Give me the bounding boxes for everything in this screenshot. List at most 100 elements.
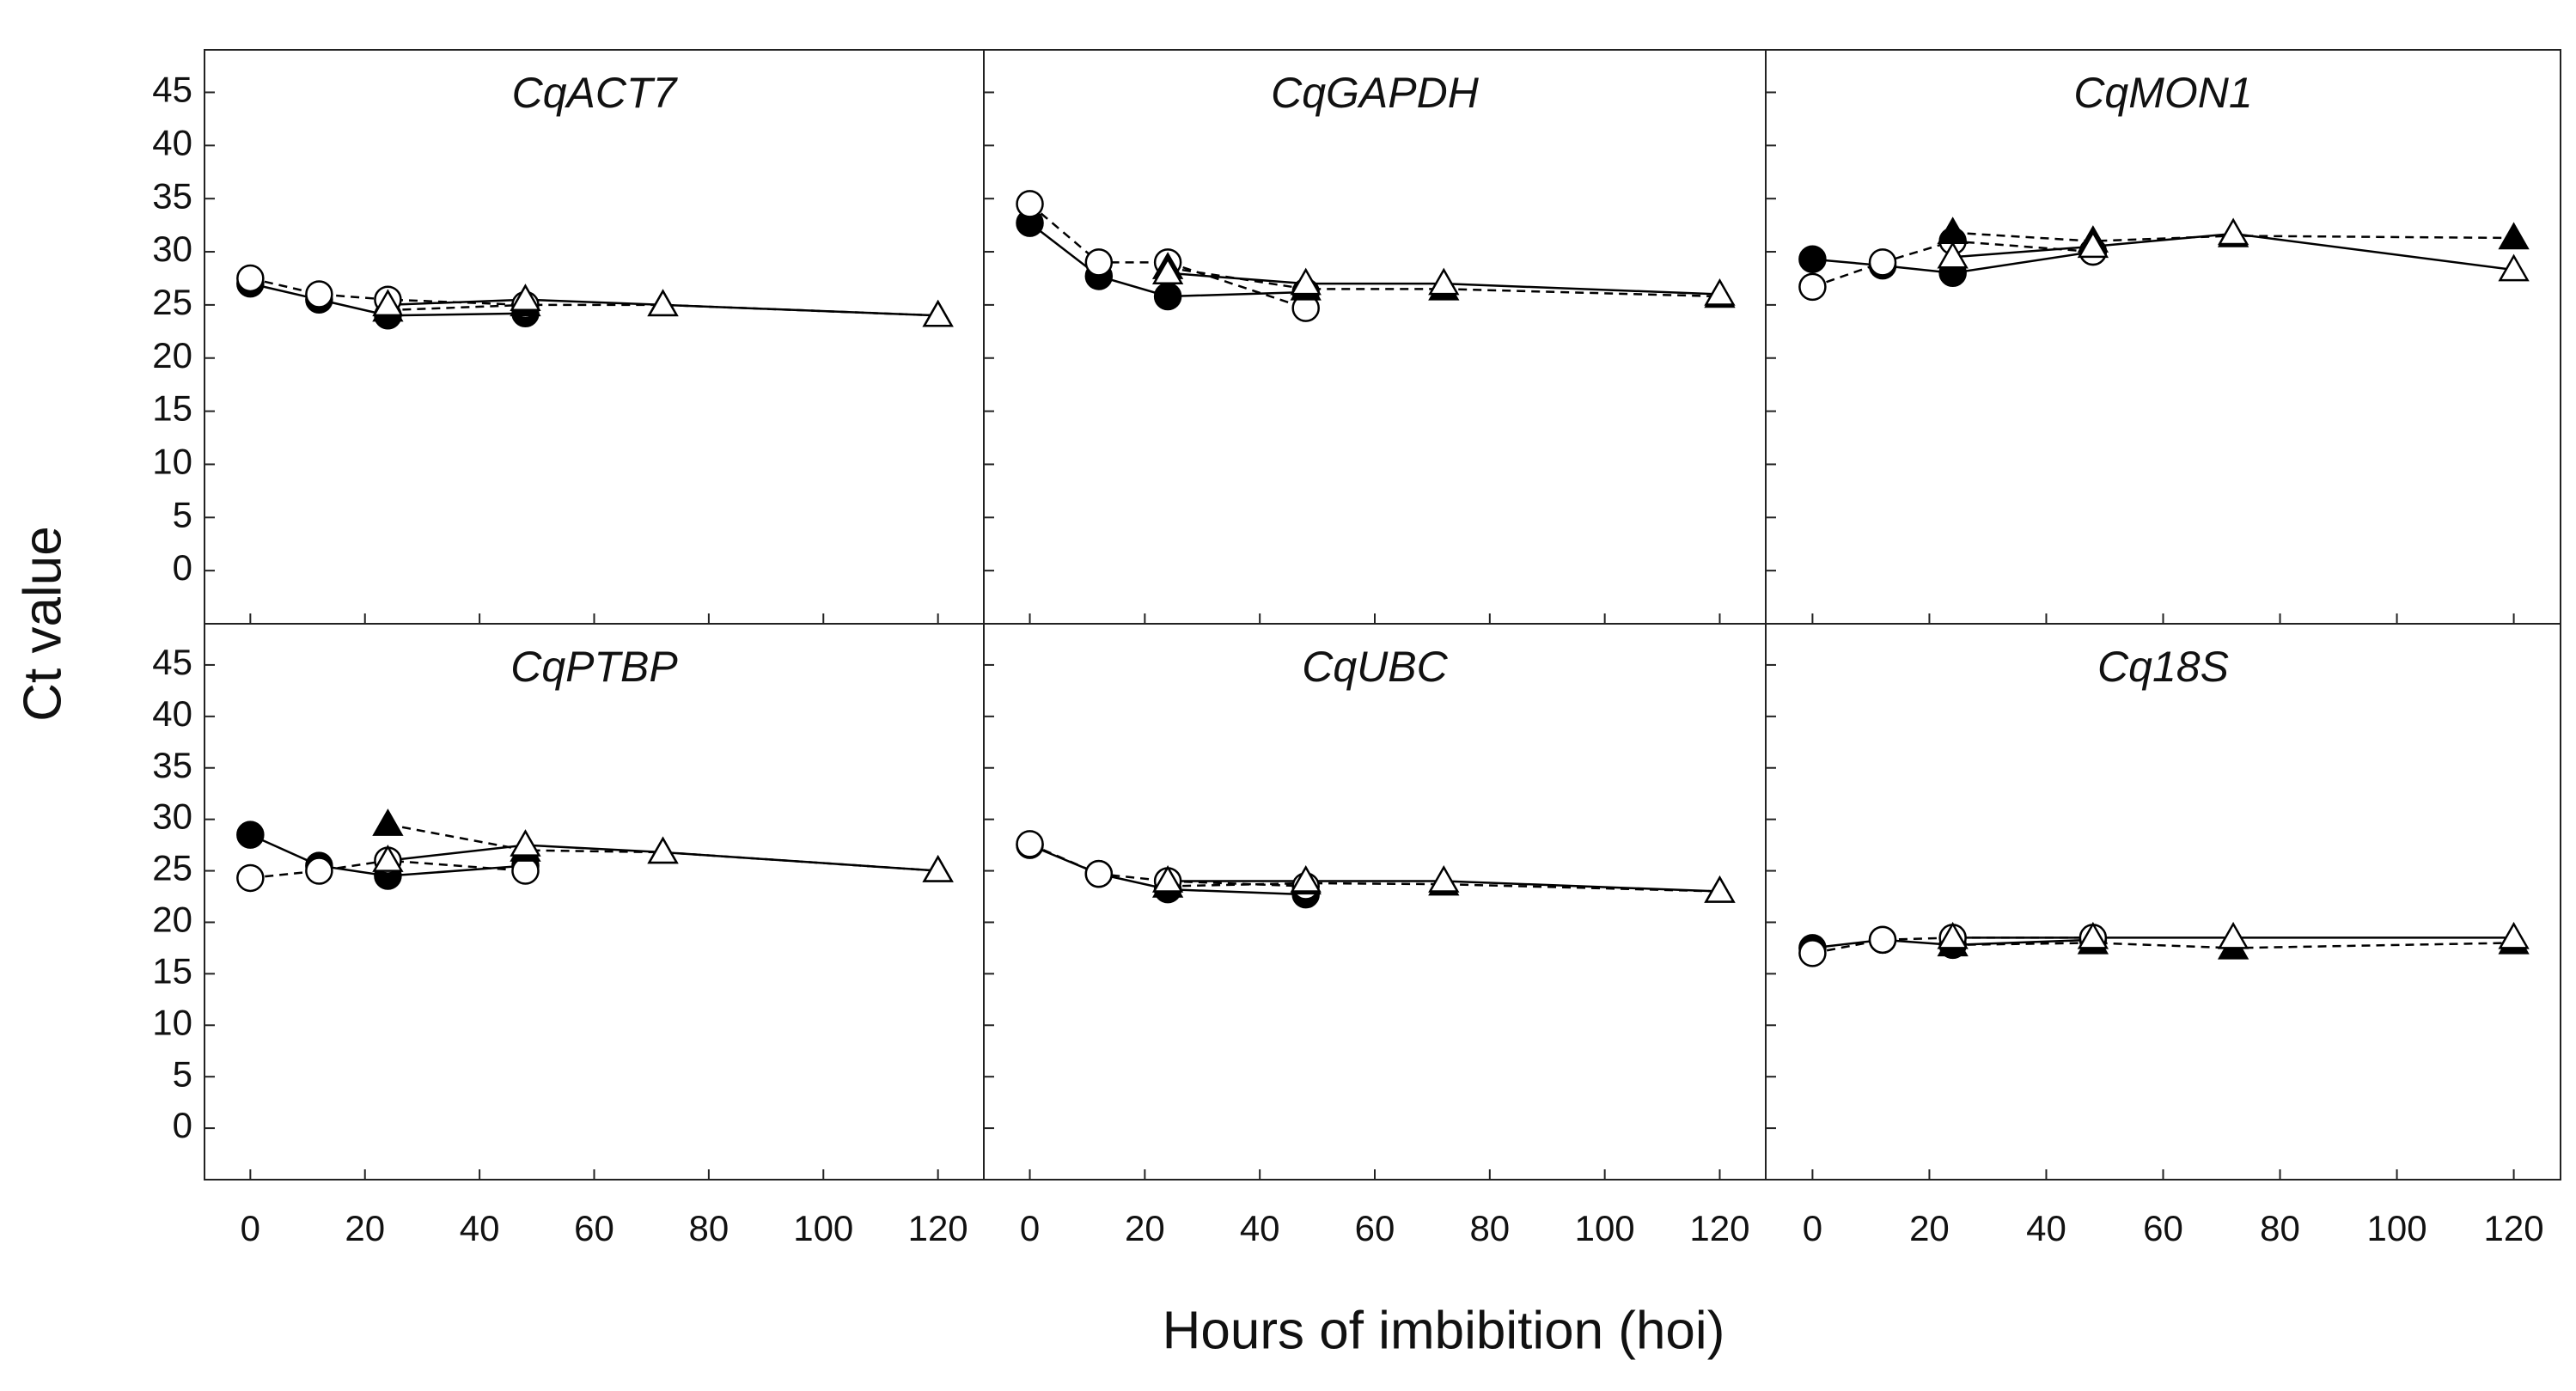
point	[1428, 865, 1460, 893]
x-tick-label: 20	[1909, 1208, 1950, 1248]
x-tick-label: 0	[241, 1208, 260, 1248]
y-tick-label: 15	[152, 950, 192, 991]
y-tick-label: 5	[173, 494, 192, 534]
y-tick-label: 35	[152, 745, 192, 785]
point	[510, 284, 541, 311]
point	[2217, 217, 2249, 246]
point	[2077, 230, 2109, 259]
panel-title: CqMON1	[2073, 69, 2252, 117]
point	[510, 829, 541, 857]
point	[236, 264, 265, 293]
point	[1151, 865, 1184, 893]
point	[2077, 921, 2109, 949]
x-tick-label: 120	[908, 1208, 968, 1248]
series-line	[1168, 882, 1720, 893]
x-tick-label: 80	[1469, 1208, 1510, 1248]
point	[372, 289, 404, 317]
point	[1151, 257, 1184, 285]
y-tick-label: 35	[152, 175, 192, 216]
y-axis-title: Ct value	[13, 526, 72, 721]
x-tick-label: 80	[2260, 1208, 2300, 1248]
panel-frame	[1765, 49, 2561, 625]
panel-frame	[983, 49, 1767, 625]
panel-title: CqACT7	[512, 69, 679, 117]
panel-title: Cq18S	[2097, 643, 2229, 691]
y-tick-label: 15	[152, 388, 192, 429]
x-tick-label: 60	[1355, 1208, 1395, 1248]
series-line	[1029, 843, 1306, 888]
y-tick-label: 20	[152, 335, 192, 375]
series-line	[1167, 266, 1720, 298]
point	[2498, 222, 2530, 250]
x-tick-label: 60	[574, 1208, 614, 1248]
y-tick-label: 10	[152, 1002, 192, 1042]
series-line	[388, 844, 938, 872]
panel-title: CqGAPDH	[1271, 69, 1480, 117]
point	[1016, 830, 1044, 858]
point	[1868, 248, 1897, 277]
series-line	[1029, 222, 1306, 298]
y-tick-label: 5	[173, 1053, 192, 1094]
series-line	[1812, 938, 2093, 949]
series-line	[1952, 942, 2514, 949]
series-line	[1168, 880, 1720, 893]
x-tick-label: 0	[1020, 1208, 1040, 1248]
point	[2498, 921, 2530, 949]
panel-title: CqPTBP	[510, 643, 678, 691]
point	[2498, 253, 2530, 282]
y-tick-label: 30	[152, 796, 192, 837]
point	[1084, 248, 1114, 277]
point	[1153, 282, 1182, 311]
series-line	[250, 859, 526, 880]
x-tick-label: 100	[1575, 1208, 1635, 1248]
point	[647, 836, 679, 864]
point	[305, 857, 333, 885]
panel-frame	[983, 623, 1767, 1181]
point	[1937, 921, 1969, 949]
x-tick-label: 40	[2026, 1208, 2066, 1248]
y-tick-label: 25	[152, 848, 192, 888]
series-line	[250, 282, 526, 317]
x-axis-title: Hours of imbibition (hoi)	[1163, 1301, 1725, 1360]
point	[1704, 278, 1736, 306]
point	[1868, 925, 1897, 955]
series-line	[1811, 240, 2093, 289]
y-tick-label: 0	[173, 1105, 192, 1145]
y-tick-label: 45	[152, 642, 192, 682]
point	[1290, 865, 1322, 893]
point	[647, 289, 679, 317]
x-tick-label: 120	[1689, 1208, 1749, 1248]
point	[1798, 272, 1827, 302]
point	[1798, 245, 1827, 273]
point	[1937, 217, 1969, 245]
y-tick-label: 10	[152, 442, 192, 482]
point	[372, 808, 404, 836]
point	[1016, 190, 1044, 218]
point	[1428, 267, 1460, 296]
x-tick-label: 20	[1125, 1208, 1165, 1248]
panel-frame	[204, 49, 985, 625]
x-tick-label: 20	[345, 1208, 385, 1248]
point	[1704, 875, 1736, 903]
y-tick-label: 20	[152, 900, 192, 940]
x-tick-label: 80	[689, 1208, 729, 1248]
x-tick-label: 120	[2484, 1208, 2544, 1248]
point	[922, 855, 954, 882]
x-tick-label: 60	[2143, 1208, 2183, 1248]
point	[922, 299, 954, 327]
y-tick-label: 25	[152, 282, 192, 322]
point	[236, 821, 265, 849]
series-line	[249, 833, 526, 877]
y-tick-label: 40	[152, 693, 192, 734]
point	[372, 845, 404, 872]
point	[1290, 267, 1322, 296]
x-tick-label: 100	[793, 1208, 853, 1248]
point	[511, 857, 540, 885]
series-line	[1029, 203, 1307, 309]
y-tick-label: 40	[152, 122, 192, 162]
point	[2217, 921, 2249, 949]
panel-title: CqUBC	[1302, 643, 1448, 691]
y-tick-label: 0	[173, 547, 192, 588]
point	[1798, 939, 1827, 967]
